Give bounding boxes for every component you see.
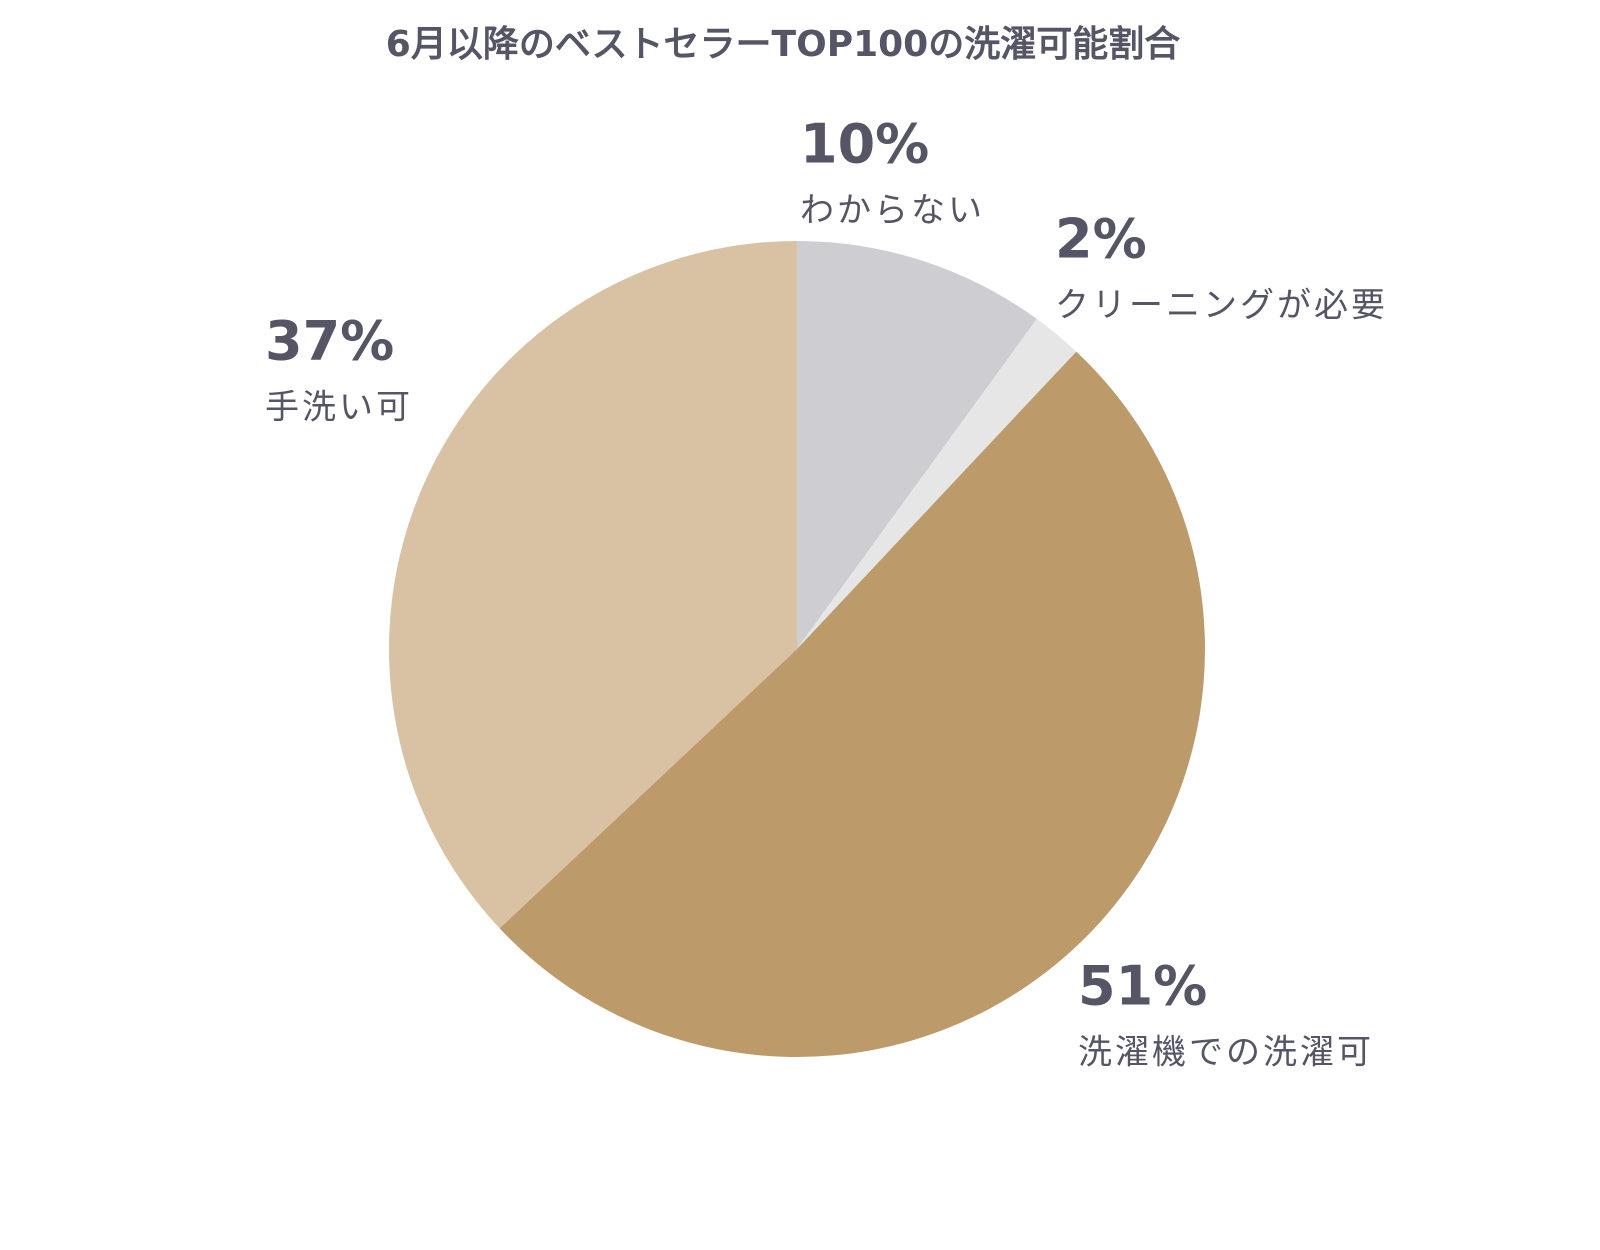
- value-label: 2%: [1055, 208, 1147, 271]
- value-label: 51%: [1078, 955, 1207, 1018]
- value-label: 10%: [800, 113, 929, 176]
- value-label: 37%: [265, 310, 394, 373]
- category-label: クリーニングが必要: [1055, 286, 1388, 326]
- pie-slice: [389, 241, 797, 929]
- category-label: わからない: [800, 191, 985, 231]
- category-label: 手洗い可: [265, 388, 413, 428]
- pie-slice: [797, 241, 1037, 649]
- category-label: 洗濯機での洗濯可: [1078, 1033, 1374, 1073]
- pie-slice: [797, 318, 1077, 649]
- pie-slice: [499, 351, 1205, 1057]
- chart-title: 6月以降のベストセラーTOP100の洗濯可能割合: [386, 24, 1180, 65]
